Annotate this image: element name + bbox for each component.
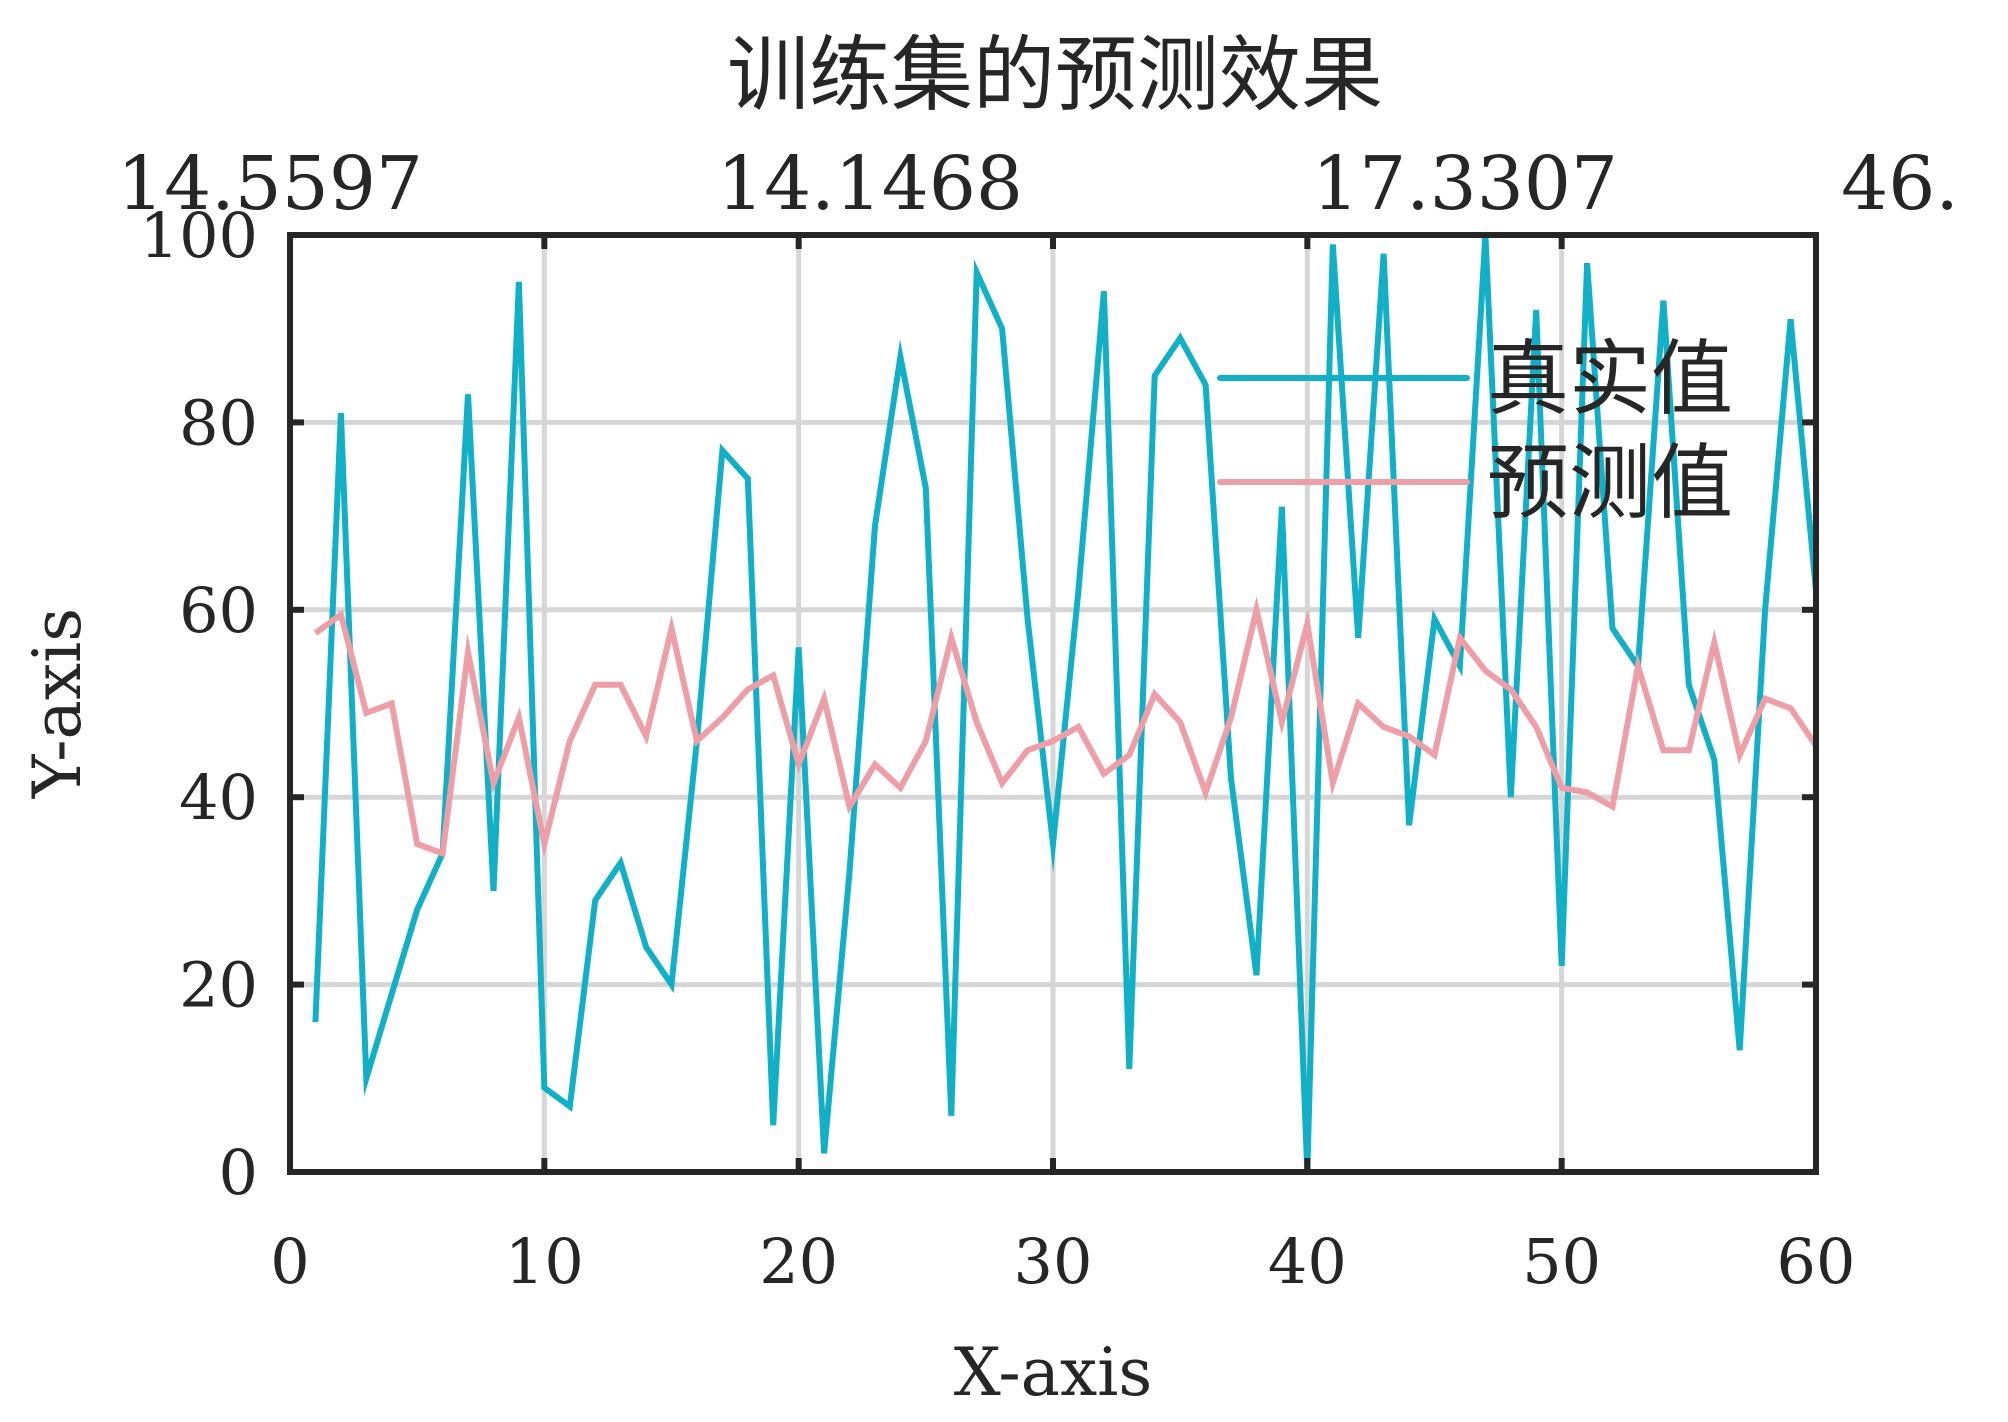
y-tick-label: 80 (179, 386, 258, 459)
series-line-1 (312, 234, 1819, 1173)
y-tick-label: 60 (179, 574, 258, 647)
top-tick-label: 14.1468 (717, 141, 1023, 227)
x-tick-label: 0 (270, 1225, 309, 1298)
top-tick-label: 14.5597 (117, 141, 423, 227)
chart-title: 训练集的预测效果 (727, 28, 1383, 123)
legend: 真实值 预测值 (1217, 332, 1733, 531)
series-line-2 (313, 596, 1819, 858)
top-tick-label: 46. (1841, 141, 1959, 227)
top-tick-labels: 14.5597 14.1468 17.3307 46. (117, 141, 1959, 227)
legend-label-series-2: 预测值 (1487, 436, 1733, 531)
x-tick-label: 20 (759, 1225, 838, 1298)
y-axis-label: Y-axis (19, 608, 96, 799)
series-layer (312, 234, 1819, 1173)
x-tick-label: 60 (1777, 1225, 1856, 1298)
legend-label-series-1: 真实值 (1487, 332, 1733, 427)
y-tick-label: 0 (219, 1136, 258, 1209)
y-tick-label: 100 (140, 199, 258, 272)
y-tick-label: 40 (179, 761, 258, 834)
x-tick-labels: 0 10 20 30 40 50 60 (270, 1225, 1855, 1298)
x-axis-label: X-axis (954, 1334, 1152, 1411)
y-tick-labels: 0 20 40 60 80 100 (140, 199, 258, 1209)
x-tick-label: 30 (1014, 1225, 1093, 1298)
x-tick-label: 10 (505, 1225, 584, 1298)
top-tick-label: 17.3307 (1312, 141, 1618, 227)
x-tick-label: 40 (1268, 1225, 1347, 1298)
x-tick-label: 50 (1522, 1225, 1601, 1298)
axis-ticks (287, 232, 1819, 1175)
y-tick-label: 20 (179, 949, 258, 1022)
